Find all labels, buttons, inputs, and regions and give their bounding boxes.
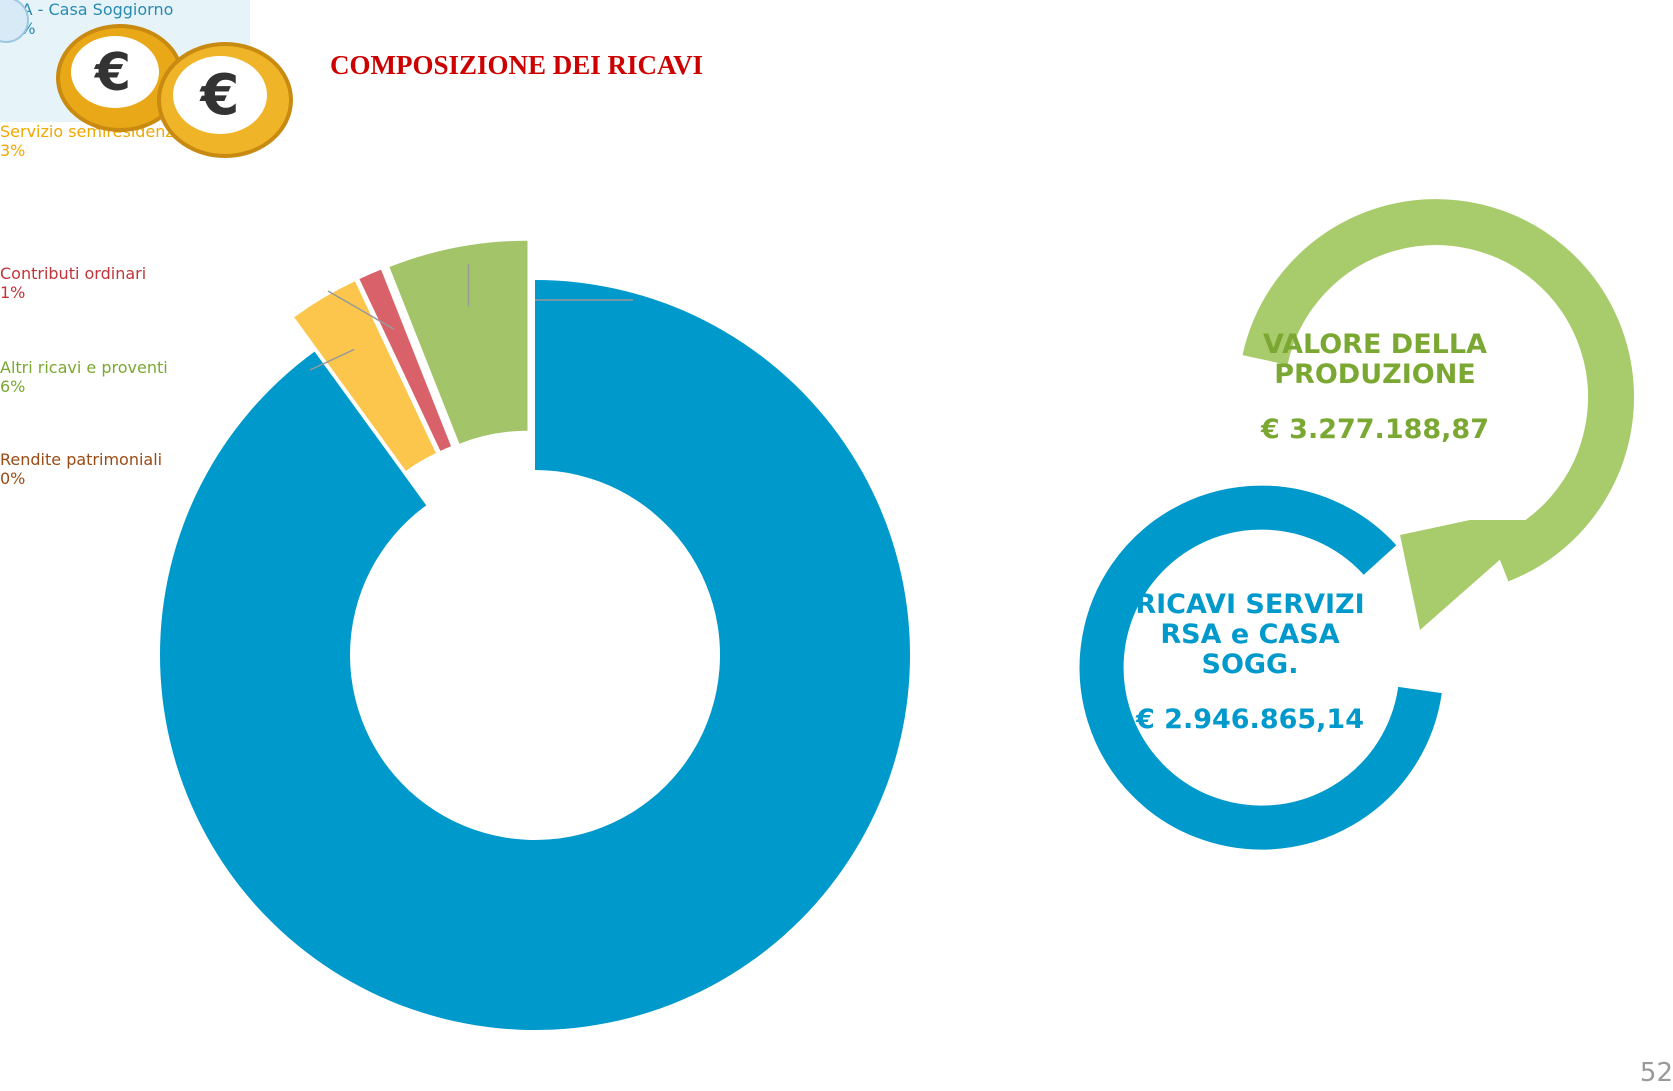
services-value: € 2.946.865,14: [1135, 704, 1365, 735]
category-label: Servizio semiresidenziale: [0, 122, 203, 141]
category-label: Contributi ordinari: [0, 264, 147, 283]
category-label: RSA - Casa Soggiorno: [0, 0, 174, 19]
page-number: 52: [1639, 1058, 1673, 1088]
summary-graphic: [1079, 199, 1635, 850]
total-value: € 3.277.188,87: [1260, 414, 1490, 445]
decor: [0, 0, 29, 43]
category-label: Rendite patrimoniali: [0, 450, 163, 469]
slice: [294, 281, 436, 471]
leader-line: [327, 290, 395, 330]
value-label: 0%: [0, 469, 26, 488]
leader-line: [309, 348, 355, 371]
svg-text:€: €: [199, 63, 240, 128]
euro-icon: € €: [56, 24, 293, 158]
slice: [359, 269, 452, 451]
category-label: Altri ricavi e proventi: [0, 358, 168, 377]
value-label: 3%: [0, 141, 26, 160]
value-label: 6%: [0, 377, 26, 396]
chart-title: COMPOSIZIONE DEI RICAVI: [330, 50, 704, 80]
svg-text:€: €: [94, 43, 131, 103]
slice: [389, 240, 528, 444]
total-label: VALORE DELLA PRODUZIONE: [1263, 329, 1487, 390]
value-label: 1%: [0, 283, 26, 302]
services-label: RICAVI SERVIZI RSA e CASA SOGG.: [1135, 589, 1365, 680]
slice: [159, 280, 910, 1030]
data-label: Contributi ordinari 1%: [0, 264, 262, 358]
